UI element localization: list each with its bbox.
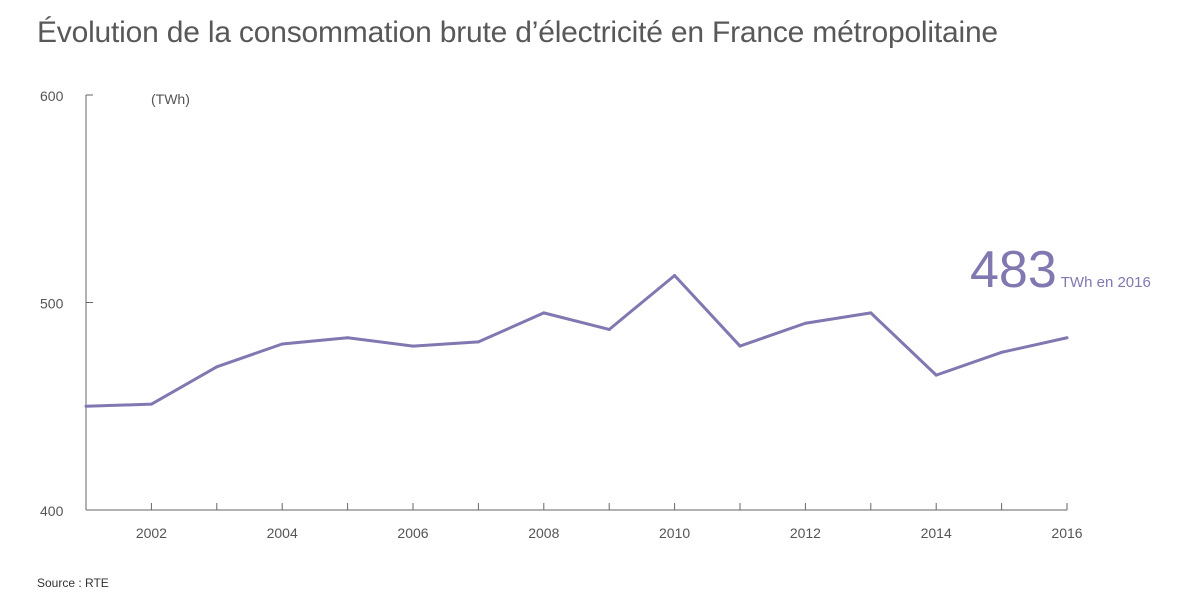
data-point — [1000, 350, 1004, 354]
series-line — [85, 274, 1068, 408]
x-tick-label: 2012 — [790, 525, 821, 541]
x-tick-label: 2004 — [267, 525, 298, 541]
data-point — [542, 311, 546, 315]
x-tick-label: 2006 — [397, 525, 428, 541]
series-group — [84, 274, 1069, 408]
y-tick-label: 500 — [40, 296, 64, 312]
y-tick-label: 600 — [40, 88, 64, 104]
data-point — [346, 336, 350, 340]
data-point — [869, 311, 873, 315]
data-point — [673, 274, 677, 278]
data-point — [411, 344, 415, 348]
y-tick-label: 400 — [40, 503, 64, 519]
x-tick-label: 2002 — [136, 525, 167, 541]
data-point — [607, 327, 611, 331]
data-point — [149, 402, 153, 406]
ticks — [85, 94, 1068, 511]
data-point — [803, 321, 807, 325]
data-point — [280, 342, 284, 346]
data-point — [934, 373, 938, 377]
data-point — [476, 340, 480, 344]
x-tick-label: 2016 — [1051, 525, 1082, 541]
x-tick-label: 2010 — [659, 525, 690, 541]
source-note: Source : RTE — [37, 576, 109, 590]
callout-label: TWh en 2016 — [1060, 274, 1151, 291]
data-point — [215, 365, 219, 369]
data-point — [738, 344, 742, 348]
y-axis-label: (TWh) — [151, 91, 190, 107]
axes — [85, 95, 1067, 511]
data-point — [1065, 336, 1069, 340]
value-callout: 483 TWh en 2016 — [970, 240, 1151, 300]
tick-labels: 400 500 600 (TWh) 2002 2004 2006 2008 2010 2012 20… — [40, 88, 1083, 541]
chart-title: Évolution de la consommation brute d’éle… — [37, 16, 998, 49]
callout-value: 483 — [970, 241, 1057, 299]
x-tick-label: 2008 — [528, 525, 559, 541]
x-tick-label: 2014 — [921, 525, 952, 541]
data-point — [84, 404, 88, 408]
